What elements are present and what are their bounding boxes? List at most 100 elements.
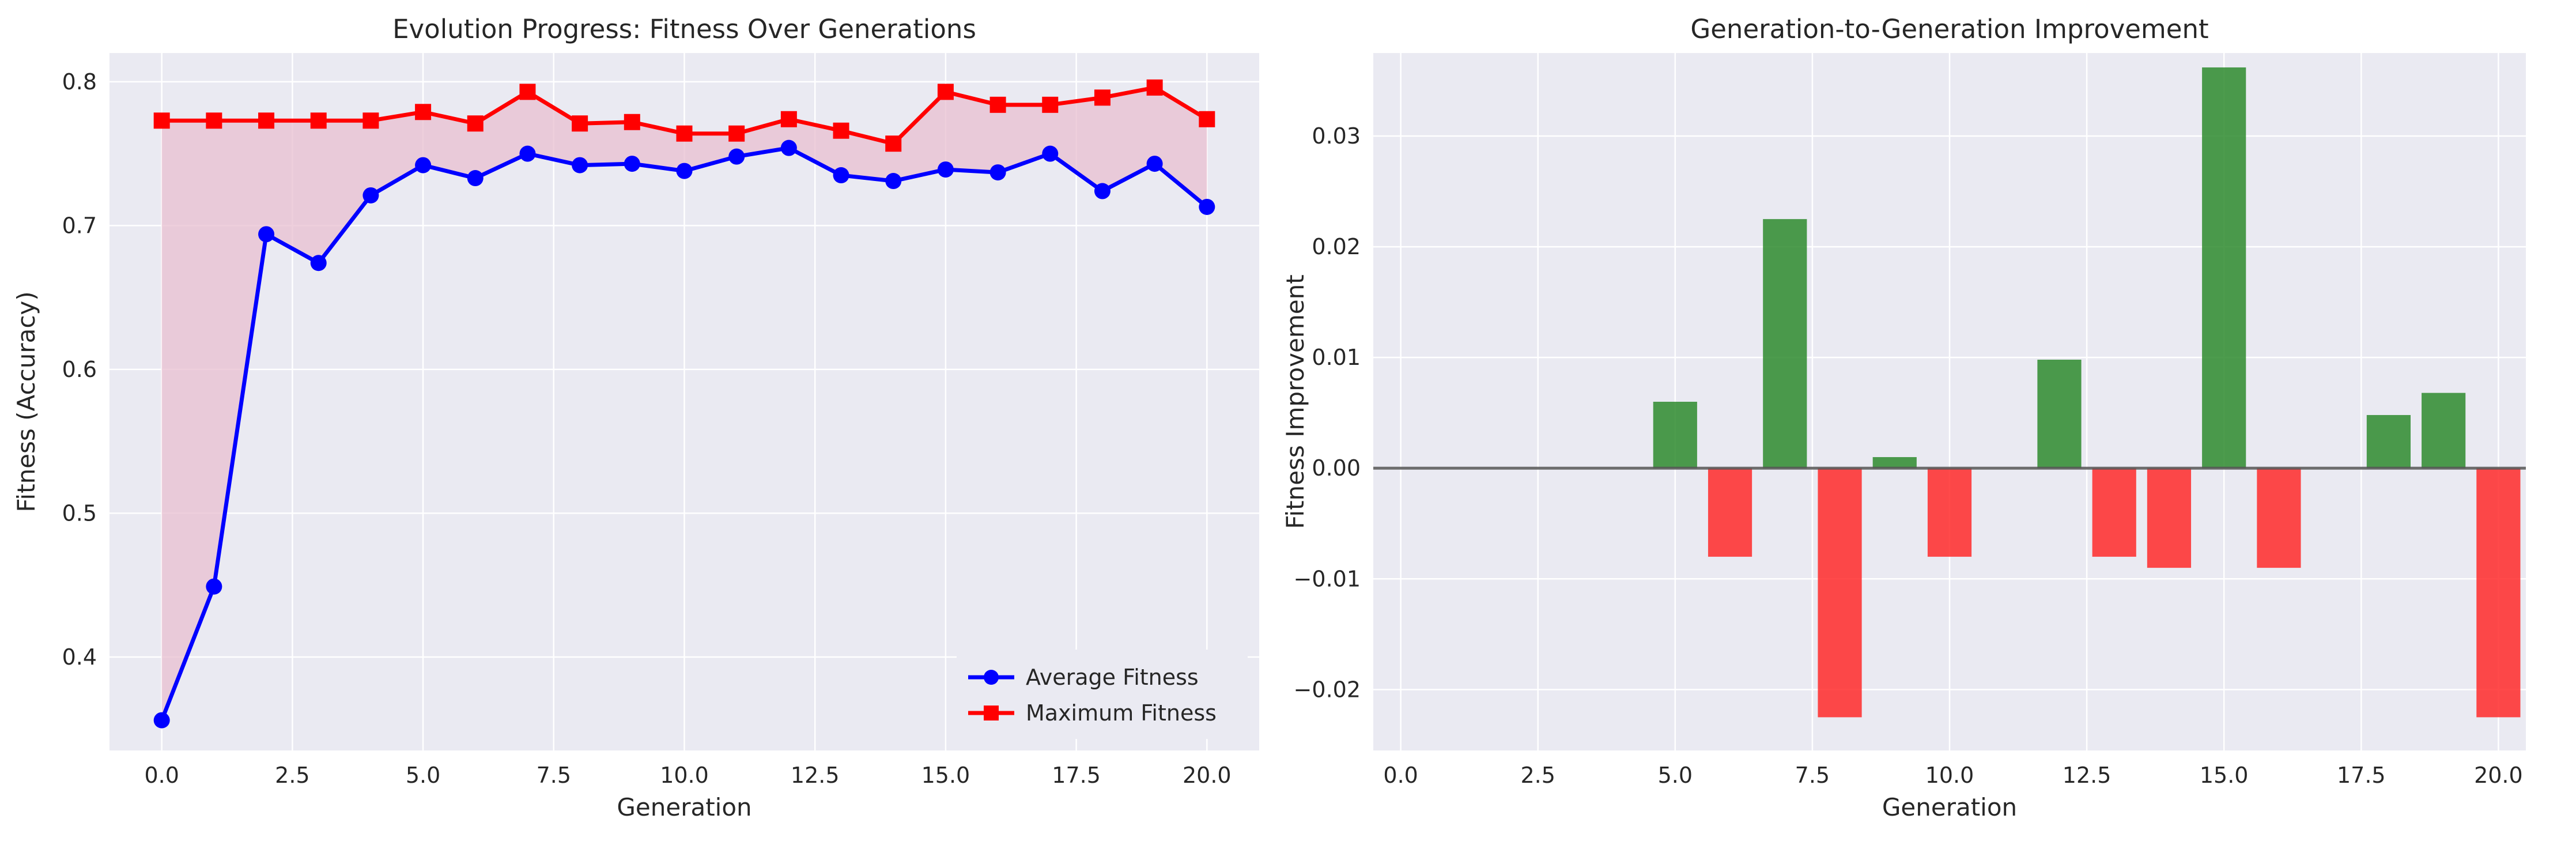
improvement-bar-negative xyxy=(2476,468,2521,718)
maximum-fitness-point xyxy=(415,104,432,120)
maximum-fitness-point xyxy=(885,135,902,152)
average-fitness-point xyxy=(937,161,954,178)
average-fitness-point xyxy=(1146,156,1163,172)
left-y-tick-label: 0.7 xyxy=(62,213,97,238)
right-x-tick-label: 15.0 xyxy=(2200,763,2249,788)
average-fitness-point xyxy=(1094,183,1111,199)
average-fitness-point xyxy=(362,187,379,203)
left-y-tick-label: 0.5 xyxy=(62,500,97,526)
legend-maximum-marker xyxy=(984,706,999,720)
average-fitness-point xyxy=(153,712,170,729)
right-y-tick-label: −0.01 xyxy=(1294,566,1361,591)
improvement-bar-negative xyxy=(1927,468,1972,557)
maximum-fitness-point xyxy=(258,112,275,129)
left-y-tick-label: 0.4 xyxy=(62,644,97,670)
maximum-fitness-point xyxy=(153,112,170,129)
right-chart-title: Generation-to-Generation Improvement xyxy=(1690,14,2208,44)
improvement-panel: 0.0 2.5 5.0 7.5 10.0 12.5 15.0 17.5 20.0 −0.02−0… xyxy=(1281,14,2526,821)
average-fitness-point xyxy=(885,173,902,190)
maximum-fitness-point xyxy=(833,122,849,139)
improvement-bar-positive xyxy=(1872,457,1917,469)
maximum-fitness-point xyxy=(937,84,954,100)
right-y-axis-label: Fitness Improvement xyxy=(1281,274,1309,529)
left-x-tick-label: 20.0 xyxy=(1183,763,1232,788)
maximum-fitness-point xyxy=(624,114,640,130)
fitness-over-generations-panel: 0.0 2.5 5.0 7.5 10.0 12.5 15.0 17.5 20.0 0.40.50… xyxy=(12,14,1259,821)
left-x-tick-label: 12.5 xyxy=(791,763,840,788)
left-fill-region xyxy=(161,87,1207,720)
left-x-tick-label: 15.0 xyxy=(921,763,970,788)
average-fitness-point xyxy=(989,164,1006,181)
left-y-axis-label: Fitness (Accuracy) xyxy=(12,291,40,512)
maximum-fitness-point xyxy=(1094,89,1111,106)
right-x-tick-label: 7.5 xyxy=(1795,763,1830,788)
fitness-gap-fill xyxy=(161,87,1207,720)
maximum-fitness-point xyxy=(1199,111,1215,127)
improvement-bar-positive xyxy=(2202,67,2246,469)
legend-box xyxy=(957,650,1248,739)
improvement-bar-positive xyxy=(2037,360,2082,469)
average-fitness-point xyxy=(467,170,484,187)
left-x-tick-label: 5.0 xyxy=(406,763,440,788)
left-x-tick-label: 2.5 xyxy=(275,763,309,788)
average-fitness-point xyxy=(310,255,327,271)
legend-average-marker xyxy=(984,670,999,685)
left-chart-title: Evolution Progress: Fitness Over Generat… xyxy=(392,14,976,44)
left-legend: Average Fitness Maximum Fitness xyxy=(957,650,1248,739)
improvement-bar-positive xyxy=(1763,219,1807,469)
maximum-fitness-point xyxy=(519,84,536,100)
average-fitness-point xyxy=(206,578,222,595)
average-fitness-point xyxy=(676,163,693,179)
maximum-fitness-point xyxy=(1146,79,1163,96)
right-y-tick-label: 0.02 xyxy=(1312,234,1361,259)
maximum-fitness-point xyxy=(206,112,222,129)
right-x-tick-label: 2.5 xyxy=(1520,763,1555,788)
legend-average-label: Average Fitness xyxy=(1026,665,1199,690)
average-fitness-point xyxy=(780,139,797,156)
left-x-tick-labels: 0.0 2.5 5.0 7.5 10.0 12.5 15.0 17.5 20.0 xyxy=(144,763,1231,788)
improvement-bar-negative xyxy=(2147,468,2192,568)
average-fitness-point xyxy=(415,157,432,173)
improvement-bar-negative xyxy=(1818,468,1862,718)
left-x-tick-label: 10.0 xyxy=(660,763,709,788)
right-y-tick-label: 0.03 xyxy=(1312,123,1361,149)
right-x-tick-label: 0.0 xyxy=(1383,763,1418,788)
maximum-fitness-point xyxy=(572,115,588,132)
left-x-tick-label: 17.5 xyxy=(1052,763,1101,788)
average-fitness-point xyxy=(258,226,275,243)
maximum-fitness-point xyxy=(1042,96,1059,113)
left-x-tick-label: 7.5 xyxy=(537,763,571,788)
improvement-bar-positive xyxy=(2366,415,2411,469)
left-y-tick-label: 0.8 xyxy=(62,69,97,95)
left-x-axis-label: Generation xyxy=(617,793,751,821)
improvement-bar-negative xyxy=(2092,468,2136,557)
maximum-fitness-point xyxy=(780,111,797,127)
right-x-tick-label: 5.0 xyxy=(1658,763,1693,788)
maximum-fitness-point xyxy=(676,125,693,142)
right-y-tick-label: −0.02 xyxy=(1294,677,1361,702)
improvement-bar-negative xyxy=(2257,468,2301,568)
right-bars xyxy=(1653,67,2521,718)
maximum-fitness-point xyxy=(728,125,745,142)
improvement-bar-negative xyxy=(1708,468,1752,557)
left-y-tick-label: 0.6 xyxy=(62,357,97,382)
right-x-tick-label: 17.5 xyxy=(2337,763,2386,788)
maximum-fitness-point xyxy=(310,112,327,129)
right-x-tick-label: 10.0 xyxy=(1925,763,1974,788)
average-fitness-point xyxy=(833,167,849,184)
left-x-tick-label: 0.0 xyxy=(144,763,179,788)
improvement-bar-positive xyxy=(2422,393,2466,469)
right-x-tick-label: 12.5 xyxy=(2063,763,2112,788)
maximum-fitness-point xyxy=(362,112,379,129)
average-fitness-point xyxy=(1199,198,1215,215)
maximum-fitness-point xyxy=(467,115,484,132)
right-y-tick-label: 0.01 xyxy=(1312,345,1361,370)
legend-maximum-label: Maximum Fitness xyxy=(1026,700,1217,726)
right-x-axis-label: Generation xyxy=(1882,793,2017,821)
left-y-tick-labels: 0.4 0.5 0.6 0.7 0.8 xyxy=(62,69,97,670)
right-x-tick-labels: 0.0 2.5 5.0 7.5 10.0 12.5 15.0 17.5 20.0 xyxy=(1383,763,2522,788)
improvement-bar-positive xyxy=(1653,402,1697,469)
average-fitness-point xyxy=(1042,145,1059,162)
average-fitness-point xyxy=(519,145,536,162)
